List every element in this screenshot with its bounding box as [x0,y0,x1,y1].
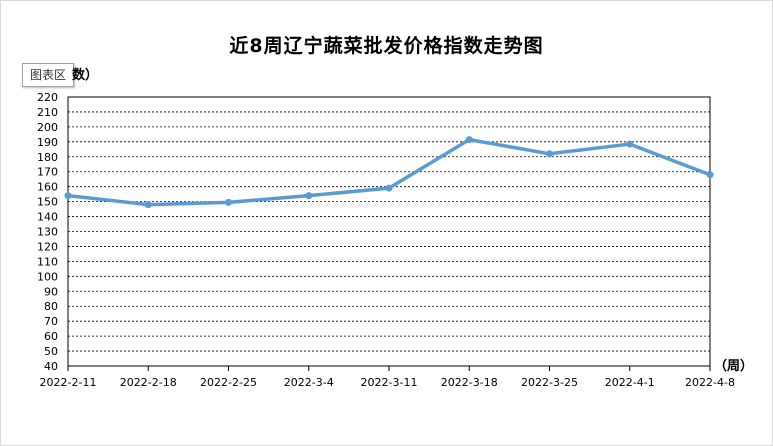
y-tick-label: 100 [37,270,58,283]
x-tick-label: 2022-3-11 [361,376,418,389]
y-tick-label: 110 [37,255,58,268]
x-tick-label: 2022-3-18 [441,376,498,389]
y-axis-label: 数） [72,68,99,83]
y-tick-label: 70 [44,315,58,328]
x-tick-label: 2022-4-1 [605,376,655,389]
y-tick-label: 220 [37,91,58,104]
y-tick-label: 60 [44,330,58,343]
data-point [225,198,232,206]
data-point [385,184,393,192]
x-tick-label: 2022-3-25 [521,376,578,389]
y-tick-label: 50 [44,345,58,358]
data-point [144,201,152,209]
y-tick-label: 150 [37,196,58,209]
x-tick-label: 2022-2-25 [200,376,257,389]
x-tick-label: 2022-2-11 [40,376,97,389]
x-axis-unit-label: （周） [714,359,754,374]
y-tick-label: 160 [37,181,58,194]
data-point [305,192,313,200]
data-point [546,150,553,158]
y-tick-label: 80 [44,300,58,313]
y-tick-label: 40 [44,360,58,373]
y-tick-label: 130 [37,226,58,239]
x-tick-label: 2022-4-8 [685,376,735,389]
y-tick-label: 210 [37,106,58,119]
y-tick-label: 140 [37,211,58,224]
chart-title: 近8周辽宁蔬菜批发价格指数走势图 [229,35,544,57]
data-point [64,192,72,200]
chart-area-tag: 图表区 [22,63,74,87]
y-tick-label: 190 [37,136,58,149]
y-tick-label: 180 [37,151,58,164]
data-point [465,136,473,144]
data-point [626,140,634,148]
y-tick-label: 200 [37,121,58,134]
x-tick-label: 2022-3-4 [284,376,334,389]
y-tick-label: 120 [37,240,58,253]
y-tick-label: 170 [37,166,58,179]
x-tick-label: 2022-2-18 [120,376,177,389]
y-tick-label: 90 [44,285,58,298]
data-point [706,171,714,179]
